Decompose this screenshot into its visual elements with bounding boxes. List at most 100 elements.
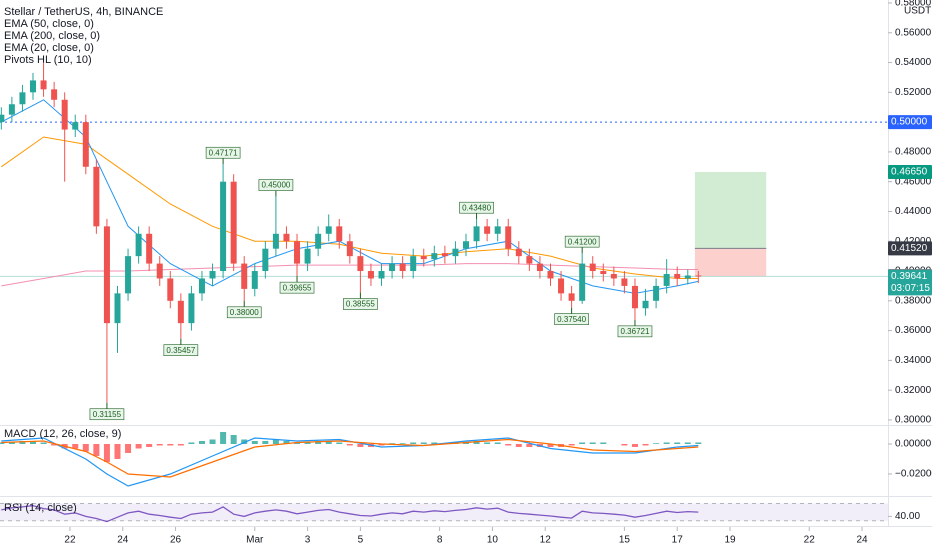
candle-body xyxy=(114,293,121,324)
x-tick-label: 24 xyxy=(856,535,868,546)
macd-histogram-bar xyxy=(93,443,100,456)
y-tick-label: 0.38000 xyxy=(895,295,932,306)
candle-body xyxy=(283,233,290,242)
x-tick-label: 22 xyxy=(804,535,816,546)
macd-histogram-bar xyxy=(8,441,15,444)
macd-histogram-bar xyxy=(241,439,248,444)
x-tick-label: Mar xyxy=(246,535,264,546)
x-tick-label: 22 xyxy=(64,535,76,546)
x-tick-label: 26 xyxy=(170,535,182,546)
candle-body xyxy=(631,285,638,309)
price-tag-label: 0.41520 xyxy=(891,243,928,254)
y-tick-label: 0.48000 xyxy=(895,147,932,158)
candle-body xyxy=(262,248,269,272)
pivot-label: 0.31155 xyxy=(93,410,122,419)
candle-body xyxy=(8,104,15,115)
macd-histogram-bar xyxy=(188,442,195,444)
macd-histogram-bar xyxy=(325,440,332,444)
macd-histogram-bar xyxy=(304,442,311,444)
candle-body xyxy=(515,248,522,257)
rsi-line xyxy=(1,504,699,523)
y-tick-label: 0.46000 xyxy=(895,176,932,187)
symbol-title: Stellar / TetherUS, 4h, BINANCE xyxy=(4,6,163,18)
pivot-label: 0.38000 xyxy=(230,308,259,317)
candle-body xyxy=(484,226,491,234)
macd-histogram-bar xyxy=(642,443,649,446)
candle-body xyxy=(526,256,533,264)
pivot-label: 0.36721 xyxy=(621,327,650,336)
candle-body xyxy=(610,274,617,279)
y-tick-label: −0.02000 xyxy=(895,469,932,480)
legend-entry: Pivots HL (10, 10) xyxy=(4,54,92,66)
macd-histogram-bar xyxy=(695,442,702,444)
candle-body xyxy=(568,293,575,301)
candle-body xyxy=(558,278,565,294)
loss-zone xyxy=(694,248,767,277)
pivot-box xyxy=(343,298,378,310)
macd-histogram-bar xyxy=(378,443,385,446)
candle-body xyxy=(146,233,153,264)
macd-histogram-bar xyxy=(315,440,322,444)
profit-zone xyxy=(694,171,767,249)
y-tick-label: 0.56000 xyxy=(895,27,932,38)
macd-histogram-bar xyxy=(146,443,153,447)
y-tick-label: 0.52000 xyxy=(895,87,932,98)
y-tick-label: 0.42000 xyxy=(895,236,932,247)
macd-histogram-bar xyxy=(220,431,227,444)
candle-body xyxy=(40,80,47,90)
y-tick-label: 0.58000 xyxy=(895,0,932,9)
candle-body xyxy=(378,271,385,279)
macd-histogram-bar xyxy=(568,443,575,446)
candle-body xyxy=(346,241,353,257)
candle-body xyxy=(209,271,216,279)
candle-body xyxy=(431,253,438,260)
macd-histogram-bar xyxy=(389,443,396,444)
macd-histogram-bar xyxy=(526,443,533,447)
macd-histogram-bar xyxy=(600,442,607,444)
macd-histogram-bar xyxy=(135,443,142,449)
macd-histogram-bar xyxy=(103,443,110,462)
pivot-box xyxy=(564,235,600,248)
candle-body xyxy=(452,248,459,257)
pivot-label: 0.35457 xyxy=(166,346,195,355)
candle-body xyxy=(188,293,195,324)
candle-body xyxy=(93,166,100,227)
x-tick-label: 5 xyxy=(358,535,364,546)
price-tag-label: 0.46650 xyxy=(891,167,928,178)
x-tick-label: 19 xyxy=(724,535,736,546)
candle-body xyxy=(0,114,5,123)
macd-histogram-bar xyxy=(431,442,438,444)
macd-histogram-bar xyxy=(114,443,121,459)
legend-entry: EMA (20, close, 0) xyxy=(4,42,94,54)
candle-body xyxy=(315,233,322,249)
candle-body xyxy=(600,271,607,275)
countdown: 03:07:15 xyxy=(891,283,930,294)
x-tick-label: 15 xyxy=(619,535,631,546)
macd-histogram-bar xyxy=(399,443,406,444)
y-tick-label: 0.32000 xyxy=(895,385,932,396)
price-tag-label: 0.39641 xyxy=(891,271,928,282)
legend-entry: EMA (200, close, 0) xyxy=(4,30,100,42)
candle-body xyxy=(135,233,142,257)
pivot-box xyxy=(279,281,315,294)
candle-body xyxy=(336,226,343,242)
candle-body xyxy=(420,256,427,260)
candle-body xyxy=(473,226,480,242)
candle-body xyxy=(251,271,258,289)
macd-histogram-bar xyxy=(30,440,37,444)
macd-histogram-bar xyxy=(0,442,5,444)
candle-body xyxy=(19,92,26,105)
macd-histogram-bar xyxy=(410,442,417,444)
candle-body xyxy=(272,233,279,249)
x-tick-label: 24 xyxy=(117,535,129,546)
candle-body xyxy=(230,181,237,264)
pivot-box xyxy=(617,325,653,338)
candle-body xyxy=(463,241,469,249)
pivot-box xyxy=(459,201,494,214)
macd-histogram-bar xyxy=(547,443,554,447)
candle-body xyxy=(61,99,68,130)
macd-histogram-bar xyxy=(125,443,132,453)
macd-histogram-bar xyxy=(177,443,184,446)
y-tick-label: 0.34000 xyxy=(895,355,932,366)
